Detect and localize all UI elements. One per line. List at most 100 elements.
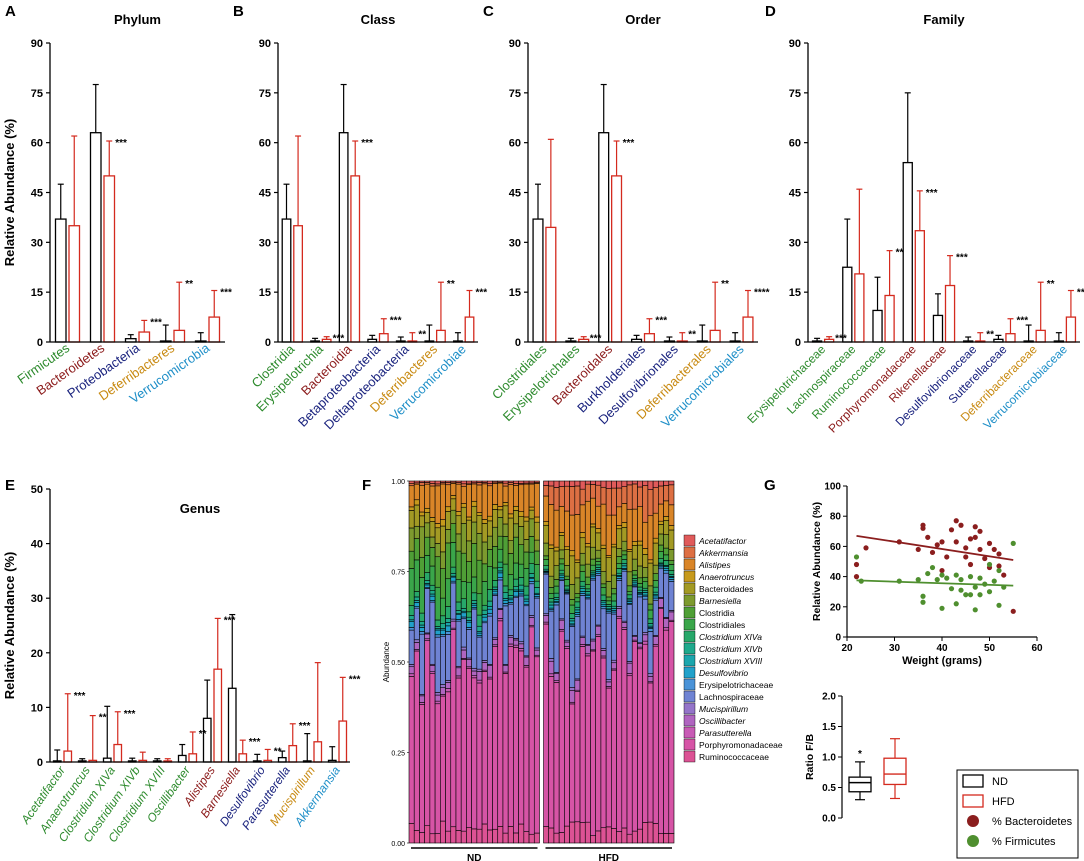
stack-segment <box>626 833 633 844</box>
y-tick-label: 60 <box>259 138 271 150</box>
y-tick-label: 15 <box>31 287 43 299</box>
stack-segment <box>523 666 530 832</box>
legend-label: Oscillibacter <box>699 716 746 726</box>
stack-segment <box>434 480 441 485</box>
stack-segment <box>579 644 586 647</box>
stack-segment <box>502 563 509 587</box>
stack-segment <box>611 574 617 589</box>
stack-segment <box>455 601 462 611</box>
stack-segment <box>429 590 436 595</box>
stack-segment <box>569 821 576 844</box>
x-tick-label: 30 <box>889 643 901 654</box>
stack-segment <box>637 648 643 830</box>
stack-segment <box>476 668 483 672</box>
stack-segment <box>408 506 415 511</box>
stack-segment <box>626 604 633 662</box>
stack-segment <box>440 629 446 635</box>
stack-segment <box>502 598 509 601</box>
stack-segment <box>553 565 560 580</box>
stack-segment <box>481 563 488 582</box>
stack-segment <box>518 563 525 578</box>
scatter-point <box>939 605 945 611</box>
bar-hfd <box>742 316 754 343</box>
stack-segment <box>419 627 425 632</box>
stack-segment <box>631 830 638 844</box>
panel-label-g: G <box>764 477 776 494</box>
stack-segment <box>429 547 436 567</box>
y-axis-label: Relative Abundance (%) <box>2 119 17 267</box>
stack-segment <box>507 482 514 485</box>
scatter-point <box>953 518 959 524</box>
bar-hfd <box>188 753 198 763</box>
stack-segment <box>533 564 540 582</box>
legend-swatch <box>683 534 696 547</box>
stack-segment <box>523 551 530 569</box>
stack-segment <box>584 653 591 657</box>
scatter-point <box>986 589 993 595</box>
significance-label: *** <box>390 316 402 327</box>
legend-g: ND HFD % Bacteroidetes % Firmicutes <box>956 769 1079 859</box>
stack-segment <box>481 581 488 606</box>
stack-segment <box>497 509 504 518</box>
stack-segment <box>631 636 638 641</box>
stack-segment <box>466 611 472 618</box>
legend-label: Porphyromonadaceae <box>699 740 783 750</box>
stack-segment <box>476 671 483 681</box>
stack-segment <box>548 610 555 659</box>
stack-segment <box>611 611 617 615</box>
stack-segment <box>413 650 420 831</box>
stack-segment <box>502 536 509 565</box>
stack-segment <box>497 535 504 550</box>
y-tick-label: 90 <box>31 38 43 50</box>
stack-segment <box>584 821 591 844</box>
stack-segment <box>471 483 478 502</box>
stack-segment <box>558 480 565 487</box>
stack-segment <box>605 679 612 683</box>
stack-segment <box>668 484 675 506</box>
stack-segment <box>497 579 504 609</box>
stack-segment <box>434 619 441 627</box>
scatter-point <box>934 577 940 583</box>
stack-segment <box>663 833 670 844</box>
stack-segment <box>460 646 467 651</box>
stack-segment <box>574 691 581 823</box>
stack-segment <box>523 480 530 484</box>
legend-swatch <box>962 794 984 808</box>
stack-segment <box>460 659 467 832</box>
stack-segment <box>637 565 643 579</box>
stack-segment <box>471 480 478 484</box>
stack-segment <box>445 680 452 683</box>
stack-segment <box>466 658 472 668</box>
legend-swatch <box>683 714 696 727</box>
stack-segment <box>637 506 643 542</box>
stack-segment <box>523 831 530 844</box>
stack-segment <box>553 585 560 594</box>
stack-segment <box>652 542 659 566</box>
bar-hfd <box>610 175 623 343</box>
legend-label: % Bacteroidetes <box>992 816 1073 828</box>
bar-hfd <box>435 329 446 343</box>
stack-segment <box>518 480 525 484</box>
scatter-point <box>972 607 978 613</box>
y-tick-label: 80 <box>830 512 842 523</box>
bar-hfd <box>113 743 123 763</box>
legend-label: Clostridia <box>699 608 735 618</box>
stack-segment <box>548 548 555 577</box>
stack-segment <box>637 596 643 644</box>
stack-segment <box>543 480 550 486</box>
scatter-point <box>929 564 936 571</box>
stack-segment <box>434 556 441 588</box>
stack-segment <box>548 587 555 594</box>
stack-segment <box>466 484 472 518</box>
stack-segment <box>642 521 649 549</box>
bar-hfd <box>1065 316 1077 343</box>
stack-segment <box>507 646 514 827</box>
stack-segment <box>434 703 441 834</box>
legend-label: Clostridium XIVa <box>699 632 762 642</box>
stack-segment <box>548 485 555 505</box>
stack-segment <box>424 580 431 584</box>
stack-segment <box>450 618 457 622</box>
stack-segment <box>626 585 633 592</box>
stack-segment <box>497 618 504 622</box>
